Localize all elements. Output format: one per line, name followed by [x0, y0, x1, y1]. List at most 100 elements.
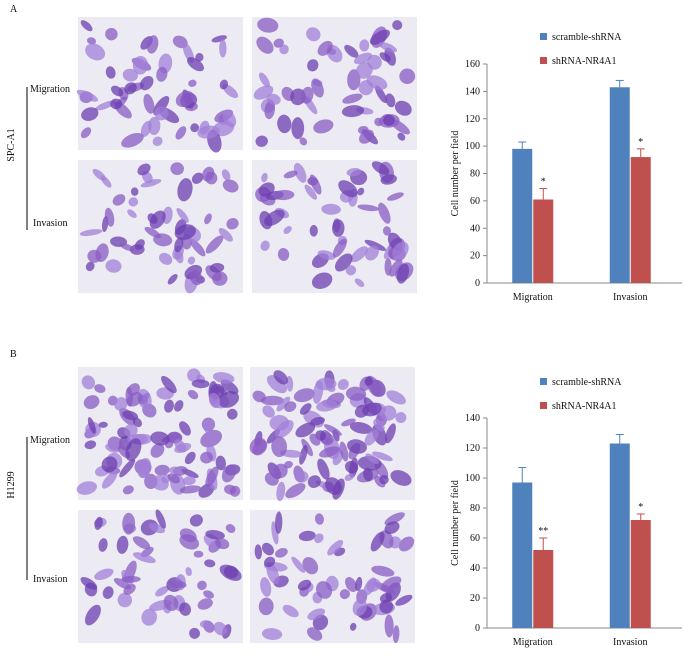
cell-blob	[349, 422, 373, 434]
cell-blob	[261, 172, 268, 183]
x-tick-label: Migration	[513, 292, 553, 303]
y-tick-label: 160	[465, 59, 480, 70]
cell-line-label: SPC-A1	[6, 128, 17, 161]
cell-blob	[283, 460, 293, 469]
cell-blob	[323, 424, 342, 436]
legend-label: scramble-shRNA	[552, 377, 622, 388]
cell-blob	[119, 243, 135, 252]
cell-blob	[291, 117, 305, 140]
cell-blob	[163, 594, 179, 611]
cell-blob	[299, 403, 312, 415]
cell-blob	[317, 40, 333, 56]
cell-blob	[365, 453, 380, 464]
cell-blob	[397, 132, 406, 141]
cell-blob	[286, 375, 294, 392]
cell-blob	[211, 35, 227, 43]
x-tick-label: Migration	[513, 637, 553, 648]
error-bar	[518, 467, 527, 483]
cell-blob	[369, 29, 390, 45]
cell-blob	[79, 229, 103, 236]
cell-blob	[384, 512, 405, 526]
cell-line-label: H1299	[6, 471, 17, 498]
cell-blob	[395, 594, 413, 606]
cell-blob	[197, 125, 220, 139]
cell-blob	[359, 39, 370, 52]
cell-blob	[258, 182, 275, 197]
cell-blob	[174, 237, 184, 253]
cell-blob	[168, 580, 187, 589]
legend-swatch	[540, 57, 547, 64]
cell-blob	[204, 559, 216, 568]
bar	[533, 550, 554, 628]
cell-blob	[252, 440, 268, 456]
cell-blob	[83, 395, 100, 410]
cell-blob	[385, 93, 396, 108]
cell-blob	[257, 17, 279, 33]
y-tick-label: 60	[470, 196, 480, 207]
cell-blob	[80, 127, 92, 139]
cell-blob	[98, 421, 108, 428]
cell-blob	[264, 472, 279, 486]
cell-blob	[187, 57, 204, 72]
cell-blob	[372, 451, 393, 462]
cell-blob	[224, 484, 237, 495]
cell-blob	[304, 184, 317, 200]
cell-blob	[81, 107, 99, 122]
cell-blob	[378, 202, 391, 224]
cell-blob	[302, 557, 319, 575]
cell-blob	[276, 481, 286, 502]
cell-blob	[221, 464, 237, 483]
cell-blob	[94, 568, 114, 581]
cell-blob	[390, 470, 412, 486]
cell-blob	[325, 477, 343, 496]
cell-blob	[254, 544, 263, 560]
y-tick-label: 80	[470, 503, 480, 514]
cell-blob	[201, 421, 217, 440]
cell-blob	[256, 36, 274, 54]
cell-blob	[285, 483, 306, 499]
cell-blob	[205, 466, 219, 488]
cell-blob	[345, 577, 358, 593]
bar	[512, 148, 533, 283]
cell-blob	[140, 120, 152, 137]
cell-blob	[144, 226, 161, 239]
cell-blob	[174, 224, 197, 240]
cell-blob	[347, 439, 367, 454]
cell-blob	[105, 259, 122, 273]
cell-blob	[197, 598, 213, 610]
cell-blob	[184, 451, 196, 465]
cell-blob	[271, 436, 288, 458]
cell-blob	[275, 419, 294, 439]
cell-blob	[363, 467, 373, 482]
cell-blob	[176, 207, 189, 223]
cell-blob	[392, 241, 409, 260]
cell-blob	[262, 405, 275, 418]
cell-blob	[342, 93, 363, 104]
cell-blob	[263, 556, 276, 568]
cell-blob	[353, 52, 373, 65]
cell-blob	[191, 379, 210, 389]
cell-blob	[311, 272, 333, 289]
y-axis-label: Cell number per field	[450, 480, 461, 566]
cell-blob	[260, 395, 284, 406]
panel-label: B	[10, 349, 17, 360]
cell-blob	[371, 565, 395, 577]
cell-blob	[264, 209, 285, 226]
cell-blob	[164, 399, 174, 413]
cell-blob	[282, 604, 299, 618]
cell-blob	[374, 117, 383, 127]
cell-blob	[382, 226, 392, 236]
cell-blob	[316, 399, 338, 412]
cell-blob	[141, 608, 158, 626]
cell-blob	[155, 509, 166, 529]
cell-blob	[102, 586, 114, 600]
cell-blob	[150, 443, 165, 458]
cell-blob	[203, 590, 215, 599]
cell-blob	[219, 39, 227, 58]
cell-blob	[277, 247, 290, 261]
cell-blob	[111, 85, 124, 97]
cell-blob	[151, 475, 169, 491]
cell-blob	[114, 397, 128, 411]
cell-blob	[198, 483, 215, 498]
cell-blob	[122, 68, 138, 82]
